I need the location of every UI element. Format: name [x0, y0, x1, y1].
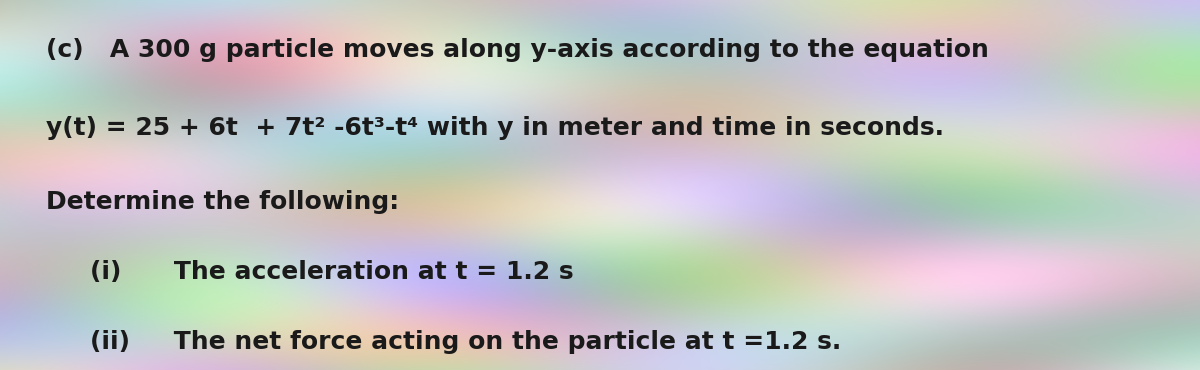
Text: (c)   A 300 g particle moves along y-axis according to the equation: (c) A 300 g particle moves along y-axis … [46, 38, 989, 62]
Text: (i)      The acceleration at t = 1.2 s: (i) The acceleration at t = 1.2 s [90, 260, 574, 284]
Text: Determine the following:: Determine the following: [46, 190, 398, 213]
Text: y(t) = 25 + 6t  + 7t² -6t³-t⁴ with y in meter and time in seconds.: y(t) = 25 + 6t + 7t² -6t³-t⁴ with y in m… [46, 116, 943, 139]
Text: (ii)     The net force acting on the particle at t =1.2 s.: (ii) The net force acting on the particl… [90, 330, 841, 354]
